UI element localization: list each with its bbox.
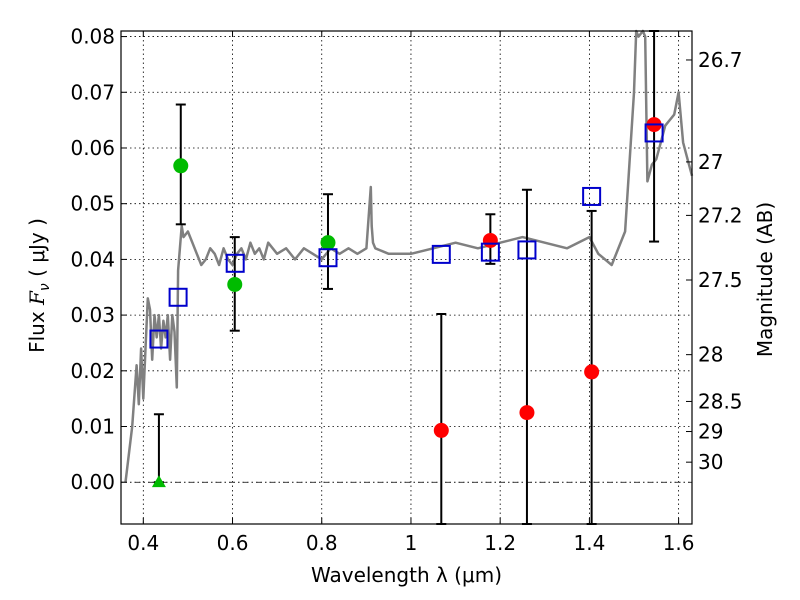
y-tick-label: 0.08 — [70, 25, 115, 49]
model-flux-marker — [318, 248, 338, 268]
x-tick-label: 1.2 — [484, 531, 516, 555]
right-tick-label: 30 — [698, 450, 723, 474]
y-tick-label: 0.02 — [70, 359, 115, 383]
y-tick-label: 0.06 — [70, 136, 115, 160]
x-tick-label: 0.6 — [217, 531, 249, 555]
x-tick-label: 1.6 — [663, 531, 695, 555]
sed-spectrum-line — [124, 29, 694, 483]
data-point — [584, 364, 600, 380]
right-tick-label: 27.2 — [698, 203, 743, 227]
right-axis-title: Magnitude (AB) — [753, 202, 777, 357]
model-flux-marker — [644, 123, 664, 143]
y-tick-label: 0.03 — [70, 303, 115, 327]
x-tick-label: 1.4 — [573, 531, 605, 555]
right-tick-label: 28 — [698, 343, 723, 367]
y-tick-label: 0.00 — [70, 470, 115, 494]
y-tick-label: 0.05 — [70, 192, 115, 216]
data-markers — [149, 117, 664, 488]
y-tick-label: 0.01 — [70, 415, 115, 439]
y-axis-title: Flux Fν ( μJy ) — [25, 218, 53, 353]
right-tick-label: 27 — [698, 150, 723, 174]
model-flux-marker — [225, 253, 245, 273]
x-tick-label: 1 — [405, 531, 418, 555]
data-point — [227, 276, 243, 292]
right-tick-label: 29 — [698, 420, 723, 444]
y-tick-label: 0.04 — [70, 247, 115, 271]
model-flux-marker — [480, 242, 500, 262]
error-bars — [153, 30, 660, 525]
sed-curve-layer — [124, 29, 694, 483]
y-tick-label: 0.07 — [70, 80, 115, 104]
x-tick-label: 0.8 — [306, 531, 338, 555]
axis-ticks: 0.4 0.6 0.8 1 1.2 1.4 1.6 0.00 0.01 0.02 0.03 0.04 0… — [70, 25, 742, 555]
grid — [121, 31, 692, 524]
data-point — [519, 405, 535, 421]
model-flux-marker — [517, 240, 537, 260]
model-flux-marker — [582, 186, 602, 206]
x-axis-title: Wavelength λ (μm) — [311, 563, 502, 587]
data-point — [482, 232, 498, 248]
plot-frame — [120, 30, 693, 525]
right-tick-label: 27.5 — [698, 268, 743, 292]
right-tick-label: 28.5 — [698, 389, 743, 413]
x-tick-label: 0.4 — [127, 531, 159, 555]
upper-limit-marker — [151, 475, 166, 488]
data-point — [173, 158, 189, 174]
model-flux-marker — [168, 287, 188, 307]
data-point — [320, 235, 336, 251]
model-flux-marker — [149, 329, 169, 349]
right-tick-label: 26.7 — [698, 48, 743, 72]
model-flux-marker — [431, 244, 451, 264]
data-point — [433, 422, 449, 438]
